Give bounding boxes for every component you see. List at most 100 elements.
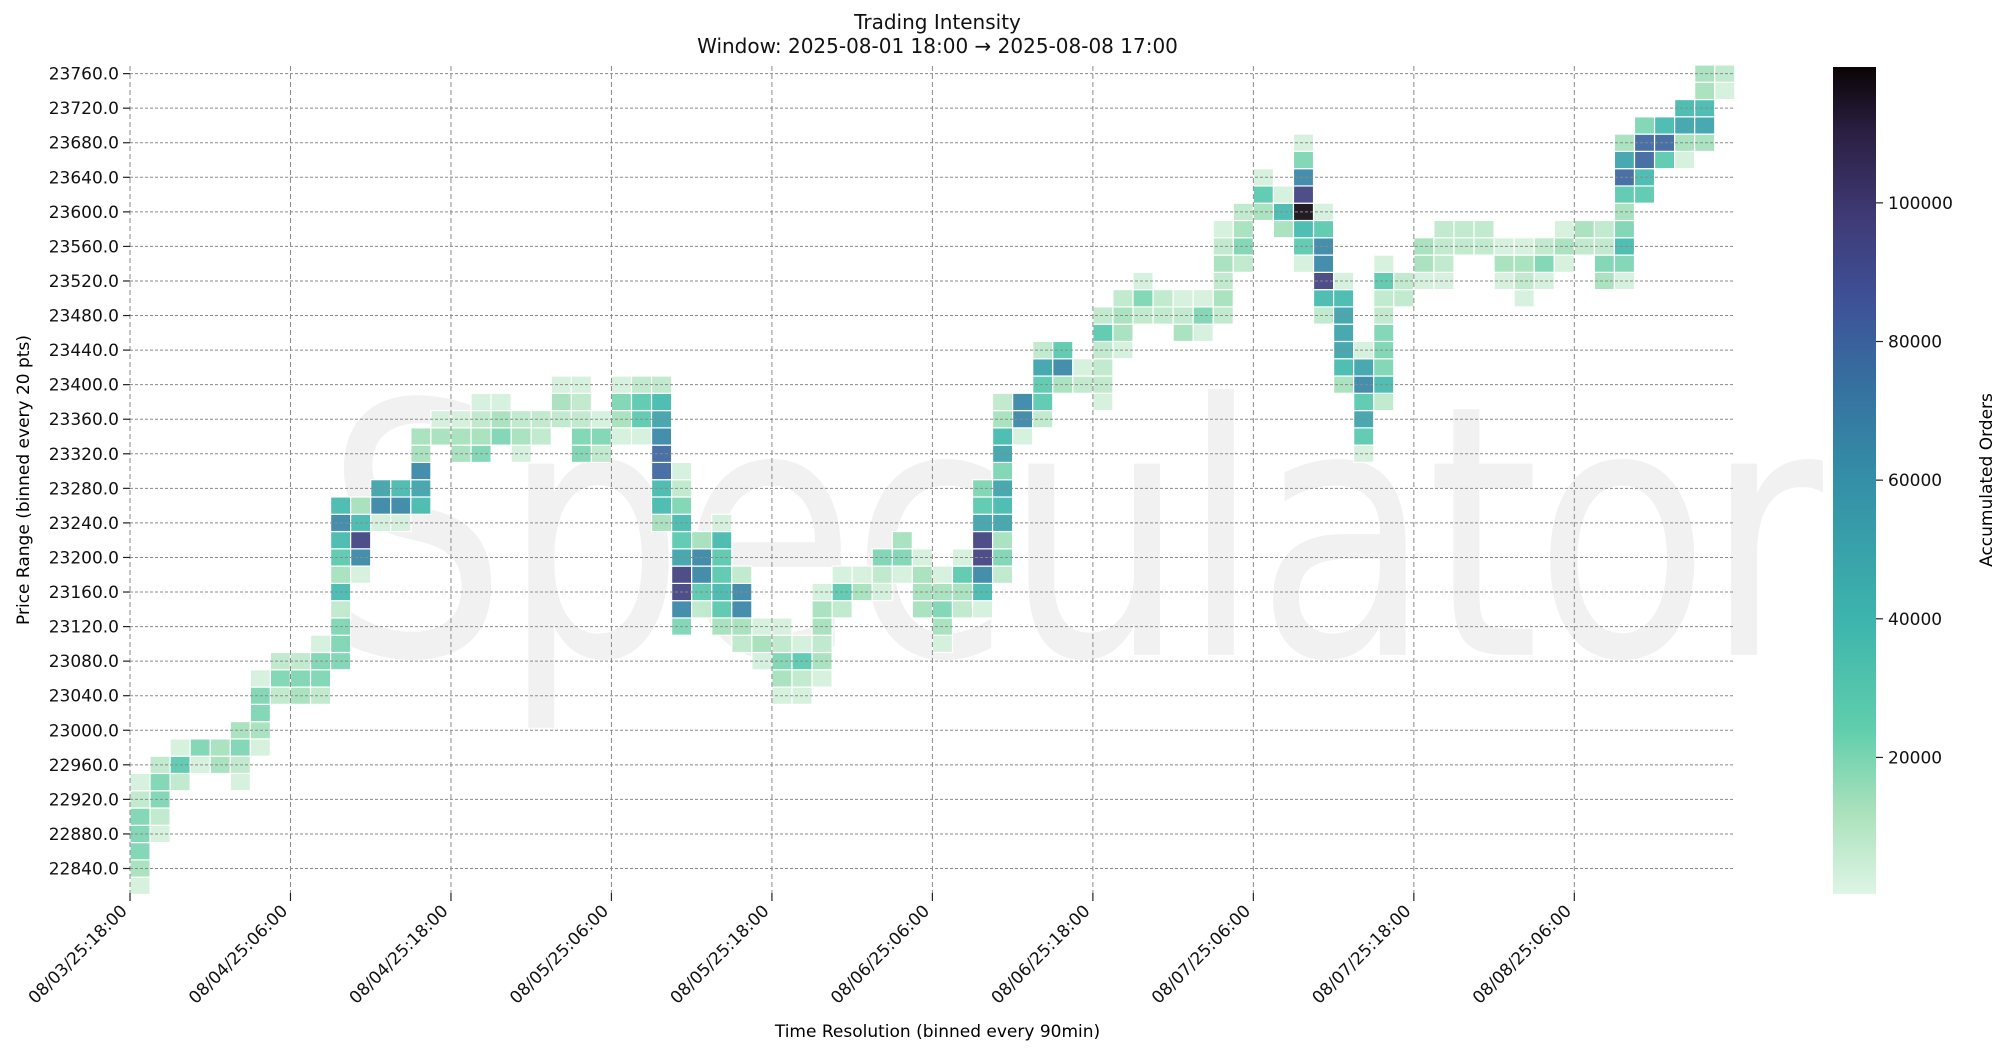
heatmap-cell — [991, 392, 1014, 412]
heatmap-cell — [129, 841, 151, 861]
chart-title: Trading Intensity — [854, 10, 1021, 34]
x-tick-label: 08/04/25:18:00 — [346, 901, 453, 1008]
heatmap-cell — [650, 427, 673, 446]
heatmap-cell — [269, 669, 292, 688]
heatmap-cell — [1052, 358, 1074, 377]
heatmap-cell — [691, 565, 713, 584]
heatmap-cell — [1252, 185, 1275, 204]
y-tick-label: 23400.0 — [49, 376, 119, 396]
heatmap-cell — [1613, 150, 1636, 170]
heatmap-cell — [570, 427, 592, 446]
x-axis: 08/03/25:18:00 08/04/25:06:00 08/04/25:18:… — [25, 893, 1576, 1008]
heatmap-cell — [831, 565, 853, 584]
y-tick-label: 23680.0 — [49, 134, 119, 154]
colorbar-tick-label: 20000 — [1888, 748, 1942, 768]
heatmap-cell — [490, 427, 512, 446]
heatmap-cell — [991, 496, 1014, 515]
heatmap-cell — [1613, 219, 1636, 239]
heatmap-cell — [1292, 219, 1315, 239]
heatmap-cell — [129, 772, 151, 792]
y-axis-label: Price Range (binned every 20 pts) — [14, 335, 34, 625]
heatmap-cell — [1312, 289, 1335, 308]
heatmap-cell — [430, 427, 452, 446]
heatmap-cell — [610, 392, 633, 412]
y-tick-label: 23720.0 — [49, 99, 119, 119]
heatmap-cell — [1072, 358, 1094, 377]
heatmap-cell — [1152, 289, 1174, 308]
heatmap-cell — [1433, 254, 1455, 273]
heatmap-cell — [1513, 289, 1535, 308]
heatmap-cell — [149, 807, 171, 826]
heatmap-cell — [1092, 392, 1114, 412]
heatmap-cell — [1112, 289, 1134, 308]
y-tick-label: 23600.0 — [49, 203, 119, 223]
heatmap-cell — [229, 738, 251, 757]
heatmap-cell — [711, 565, 733, 584]
heatmap-cell — [1112, 323, 1134, 343]
heatmap-cell — [1092, 358, 1114, 377]
heatmap-cell — [1032, 392, 1054, 412]
heatmap-cell — [129, 807, 151, 826]
heatmap-cell — [169, 772, 191, 792]
heatmap-cell — [931, 565, 954, 584]
heatmap-cell — [249, 738, 272, 757]
heatmap-cell — [971, 496, 994, 515]
heatmap-cell — [510, 427, 532, 446]
heatmap-cell — [1032, 358, 1054, 377]
heatmap-cell — [1272, 185, 1295, 204]
heatmap-cell — [1513, 254, 1535, 273]
heatmap-cell — [671, 530, 693, 550]
heatmap-cell — [249, 703, 272, 723]
heatmap-cell — [370, 496, 392, 515]
heatmap-cell — [470, 392, 492, 412]
heatmap-cell — [470, 427, 492, 446]
heatmap-cell — [410, 461, 432, 481]
heatmap-cell — [1292, 133, 1315, 152]
heatmap-cell — [1473, 219, 1495, 239]
heatmap-cell — [791, 634, 813, 654]
heatmap-cell — [1332, 323, 1355, 343]
heatmap-cell — [891, 530, 913, 550]
heatmap-cell — [1353, 392, 1375, 412]
heatmap-cell — [691, 530, 713, 550]
heatmap-cell — [1373, 358, 1395, 377]
heatmap-cell — [1373, 254, 1395, 273]
heatmap-cell — [1232, 219, 1254, 239]
heatmap-cell — [570, 392, 592, 412]
heatmap-cell — [811, 600, 833, 619]
heatmap-cell — [1312, 254, 1335, 273]
heatmap-cell — [1312, 219, 1335, 239]
y-tick-label: 23440.0 — [49, 341, 119, 361]
y-tick-label: 22960.0 — [49, 756, 119, 776]
y-tick-label: 23200.0 — [49, 548, 119, 568]
heatmap-cell — [1012, 427, 1034, 446]
heatmap-cell — [330, 600, 352, 619]
heatmap-cell — [1694, 81, 1716, 101]
y-tick-label: 23560.0 — [49, 237, 119, 257]
heatmap-cell — [1573, 219, 1595, 239]
heatmap-cell — [671, 565, 693, 584]
y-tick-label: 23360.0 — [49, 410, 119, 430]
heatmap-cell — [309, 669, 332, 688]
y-tick-label: 23520.0 — [49, 272, 119, 292]
x-tick-label: 08/06/25:18:00 — [988, 901, 1095, 1008]
heatmap-cell — [751, 634, 773, 654]
y-tick-label: 23000.0 — [49, 721, 119, 741]
heatmap-cell — [1312, 202, 1335, 222]
heatmap-cell — [1593, 254, 1616, 273]
heatmap-cell — [1292, 185, 1315, 204]
heatmap-cell — [450, 427, 472, 446]
heatmap-cell — [330, 634, 352, 654]
heatmap-cell — [630, 392, 653, 412]
heatmap-cell — [1192, 289, 1214, 308]
heatmap-cell — [1714, 64, 1736, 83]
heatmap-cell — [1353, 358, 1375, 377]
heatmap-cell — [1332, 358, 1355, 377]
heatmap-cell — [1212, 219, 1234, 239]
heatmap-cell — [991, 530, 1014, 550]
heatmap-cell — [991, 427, 1014, 446]
heatmap-cell — [1433, 219, 1455, 239]
heatmap-cell — [330, 496, 352, 515]
heatmap-cell — [1172, 323, 1194, 343]
heatmap-cell — [189, 738, 211, 757]
